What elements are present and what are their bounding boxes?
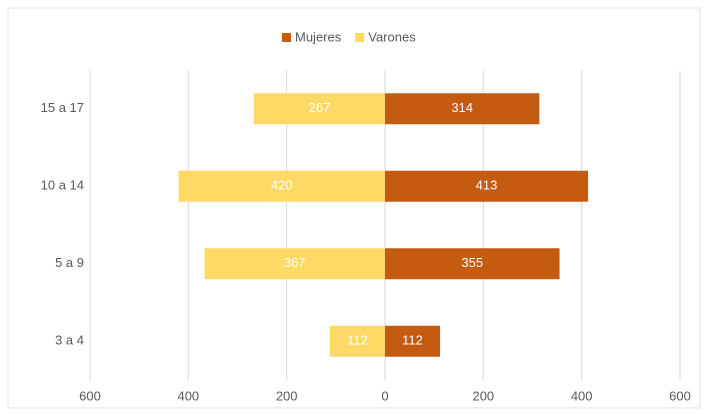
- x-tick-label: 400: [177, 388, 199, 403]
- x-tick-label: 600: [669, 388, 691, 403]
- bar: [178, 170, 385, 202]
- x-tick-label: 0: [381, 388, 388, 403]
- data-label: 367: [284, 255, 306, 270]
- legend-swatch: [282, 33, 291, 42]
- bar: [385, 93, 540, 125]
- y-tick-label: 10 a 14: [41, 178, 84, 193]
- data-label: 267: [309, 100, 331, 115]
- x-tick-label: 600: [79, 388, 101, 403]
- legend-label: Mujeres: [295, 29, 342, 44]
- x-tick-label: 200: [276, 388, 298, 403]
- bar: [385, 325, 441, 357]
- data-label: 314: [451, 100, 473, 115]
- y-tick-label: 5 a 9: [55, 255, 84, 270]
- legend-label: Varones: [368, 29, 416, 44]
- bar: [385, 248, 560, 280]
- bar: [204, 248, 385, 280]
- x-tick-label: 200: [472, 388, 494, 403]
- data-label: 420: [271, 178, 293, 193]
- data-label: 112: [402, 333, 423, 348]
- bar: [385, 170, 589, 202]
- data-label: 413: [476, 178, 498, 193]
- y-tick-label: 3 a 4: [55, 333, 84, 348]
- data-label: 355: [461, 255, 483, 270]
- legend-swatch: [355, 33, 365, 42]
- data-label: 112: [347, 333, 368, 348]
- bar: [253, 93, 385, 125]
- y-tick-label: 15 a 17: [41, 100, 84, 115]
- bar: [329, 325, 385, 357]
- x-tick-label: 400: [571, 388, 593, 403]
